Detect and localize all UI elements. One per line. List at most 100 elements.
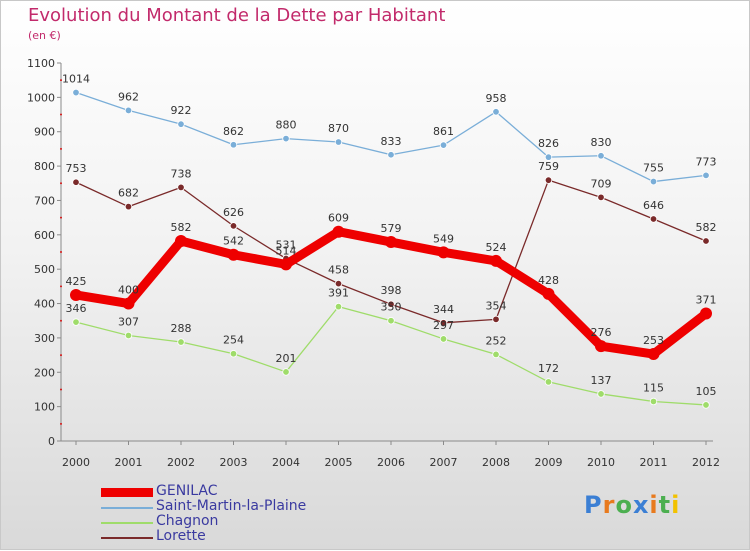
y-tick-label: 800 — [34, 160, 55, 173]
data-label-chagnon: 297 — [433, 319, 454, 332]
data-point-lorette — [229, 222, 238, 230]
data-label-chagnon: 307 — [118, 316, 139, 329]
data-point-saint-martin-la-plaine — [387, 151, 395, 159]
data-point-lorette — [702, 237, 710, 245]
data-label-lorette: 531 — [276, 239, 297, 252]
y-tick-label: 1100 — [27, 57, 55, 70]
legend-swatch-saint-martin — [101, 507, 153, 509]
y-tick-label: 600 — [34, 229, 55, 242]
data-label-lorette: 458 — [328, 264, 349, 277]
data-point-genilac — [122, 297, 135, 310]
data-point-saint-martin-la-plaine — [649, 177, 658, 186]
data-label-genilac: 524 — [486, 241, 507, 254]
data-point-saint-martin-la-plaine — [177, 120, 185, 128]
data-point-genilac — [227, 248, 240, 261]
y-minor-dot — [60, 422, 62, 425]
data-label-chagnon: 350 — [381, 301, 402, 314]
data-label-saint-martin-la-plaine: 862 — [223, 125, 244, 138]
data-point-chagnon — [702, 401, 710, 409]
data-point-lorette — [387, 300, 395, 308]
legend-swatch-genilac — [101, 488, 153, 497]
data-label-lorette: 344 — [433, 303, 454, 316]
chart-subtitle: (en €) — [28, 29, 61, 42]
data-point-saint-martin-la-plaine — [72, 88, 80, 97]
data-point-chagnon — [649, 397, 658, 406]
data-point-genilac — [175, 235, 187, 248]
data-label-genilac: 579 — [381, 222, 402, 235]
logo-letter: i — [671, 491, 681, 519]
y-tick-label: 400 — [34, 298, 55, 311]
x-tick-label: 2008 — [482, 456, 510, 469]
data-point-genilac — [595, 340, 607, 353]
data-point-chagnon — [334, 302, 343, 311]
data-point-chagnon — [282, 368, 290, 376]
logo-letter: x — [632, 491, 650, 519]
proxiti-logo: Proxiti — [584, 491, 680, 519]
data-label-genilac: 609 — [328, 212, 349, 225]
data-point-saint-martin-la-plaine — [544, 153, 553, 161]
data-label-chagnon: 115 — [643, 381, 664, 394]
data-point-saint-martin-la-plaine — [282, 134, 290, 143]
data-label-chagnon: 391 — [328, 287, 349, 300]
y-tick-label: 1000 — [27, 91, 55, 104]
data-label-lorette: 682 — [118, 187, 139, 200]
y-minor-dot — [60, 354, 62, 357]
data-point-genilac — [542, 287, 555, 300]
legend-item-saint-martin: Saint-Martin-la-Plaine — [101, 498, 401, 515]
data-label-genilac: 371 — [696, 294, 717, 307]
data-label-genilac: 428 — [538, 274, 559, 287]
legend-item-chagnon: Chagnon — [101, 513, 401, 530]
data-label-lorette: 646 — [643, 199, 664, 212]
data-point-lorette — [597, 193, 605, 202]
data-point-genilac — [647, 348, 660, 361]
data-label-saint-martin-la-plaine: 826 — [538, 137, 559, 150]
data-label-saint-martin-la-plaine: 958 — [486, 92, 507, 105]
x-tick-label: 2004 — [272, 456, 300, 469]
logo-letter: o — [615, 491, 633, 519]
x-tick-label: 2006 — [377, 456, 405, 469]
data-label-genilac: 549 — [433, 232, 454, 245]
y-minor-dot — [60, 251, 62, 253]
legend-item-lorette: Lorette — [101, 528, 401, 545]
legend-label-chagnon: Chagnon — [156, 513, 219, 529]
data-point-genilac — [700, 307, 712, 320]
data-point-chagnon — [229, 350, 238, 358]
chart-title: Evolution du Montant de la Dette par Hab… — [28, 5, 446, 26]
data-point-chagnon — [439, 335, 448, 343]
data-point-chagnon — [544, 378, 553, 386]
data-label-lorette: 738 — [171, 167, 192, 180]
data-label-genilac: 542 — [223, 235, 244, 248]
data-label-saint-martin-la-plaine: 870 — [328, 122, 349, 135]
data-point-chagnon — [124, 331, 133, 340]
y-minor-dot — [60, 113, 62, 116]
data-point-saint-martin-la-plaine — [492, 108, 500, 116]
data-point-saint-martin-la-plaine — [124, 106, 133, 115]
data-label-saint-martin-la-plaine: 1014 — [62, 73, 90, 86]
data-label-chagnon: 346 — [66, 302, 87, 315]
data-label-saint-martin-la-plaine: 755 — [643, 162, 664, 175]
x-tick-label: 2012 — [692, 456, 720, 469]
data-point-genilac — [70, 288, 82, 301]
data-point-saint-martin-la-plaine — [229, 141, 238, 149]
y-tick-label: 900 — [34, 126, 55, 139]
data-label-lorette: 709 — [591, 177, 612, 190]
data-label-chagnon: 201 — [276, 352, 297, 365]
y-tick-label: 200 — [34, 366, 55, 379]
data-label-genilac: 253 — [643, 334, 664, 347]
data-point-lorette — [177, 183, 185, 192]
x-tick-label: 2010 — [587, 456, 615, 469]
data-point-chagnon — [72, 318, 80, 326]
data-label-lorette: 759 — [538, 160, 559, 173]
y-tick-label: 500 — [34, 263, 55, 276]
legend-label-genilac: GENILAC — [156, 483, 218, 499]
data-point-lorette — [72, 178, 80, 186]
data-point-saint-martin-la-plaine — [439, 141, 448, 149]
data-label-genilac: 582 — [171, 221, 192, 234]
x-tick-label: 2002 — [167, 456, 195, 469]
legend: GENILAC Saint-Martin-la-Plaine Chagnon L… — [101, 483, 401, 545]
legend-swatch-lorette — [101, 537, 153, 539]
data-label-lorette: 398 — [381, 284, 402, 297]
y-minor-dot — [60, 388, 62, 391]
